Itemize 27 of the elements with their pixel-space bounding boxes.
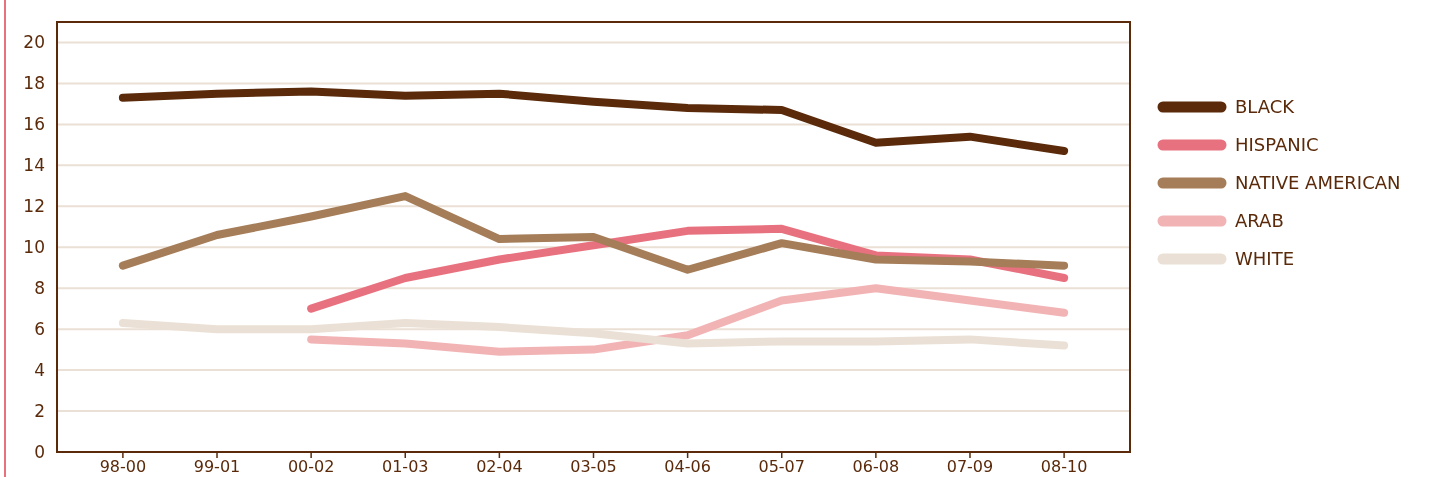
x-tick-label: 01-03	[382, 457, 429, 476]
x-tick-label: 98-00	[99, 457, 147, 476]
x-tick-label: 06-08	[852, 457, 900, 476]
x-tick-label: 08-10	[1040, 457, 1088, 476]
legend-label: ARAB	[1235, 210, 1284, 232]
y-tick-label: 10	[23, 237, 45, 258]
y-tick-label: 14	[23, 155, 45, 176]
y-tick-label: 2	[34, 401, 45, 421]
legend-label: HISPANIC	[1235, 134, 1319, 156]
x-tick-label: 04-06	[664, 457, 711, 476]
y-tick-label: 20	[23, 32, 45, 53]
legend-label: NATIVE AMERICAN	[1235, 172, 1401, 194]
y-tick-label: 4	[34, 360, 45, 381]
x-tick-label: 03-05	[570, 457, 617, 476]
x-tick-label: 05-07	[758, 457, 805, 476]
x-tick-label: 99-01	[193, 457, 241, 476]
legend-label: WHITE	[1235, 248, 1295, 270]
x-tick-label: 00-02	[287, 457, 335, 476]
y-tick-label: 16	[23, 114, 45, 135]
y-tick-label: 18	[23, 73, 45, 94]
legend-label: BLACK	[1235, 96, 1296, 118]
y-tick-label: 12	[23, 196, 45, 217]
y-tick-label: 8	[34, 278, 45, 299]
y-tick-label: 0	[34, 441, 45, 462]
x-tick-label: 02-04	[476, 457, 523, 476]
x-tick-label: 07-09	[946, 457, 994, 476]
y-tick-label: 6	[34, 319, 45, 340]
